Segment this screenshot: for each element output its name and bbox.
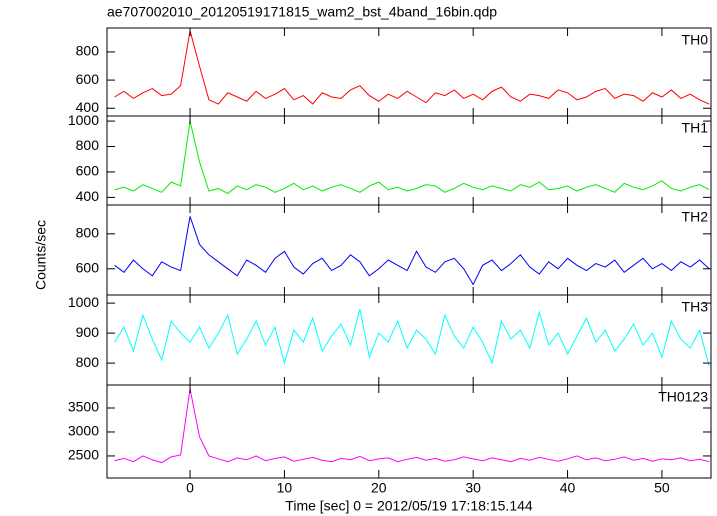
x-tick-label: 0	[186, 480, 194, 496]
y-tick-label: 600	[76, 163, 100, 179]
panel-frame	[106, 27, 712, 117]
y-tick-label: 400	[76, 99, 100, 115]
panel-label: TH2	[682, 209, 709, 225]
data-line	[114, 120, 710, 195]
y-tick-label: 1000	[68, 294, 99, 310]
panel-frame	[106, 384, 712, 479]
panel-label: TH0123	[658, 389, 708, 405]
y-tick-label: 800	[76, 137, 100, 153]
panel-frame	[106, 204, 712, 296]
y-tick-label: 400	[76, 188, 100, 204]
y-tick-label: 600	[76, 259, 100, 275]
x-tick-label: 30	[465, 480, 481, 496]
y-axis-label: Counts/sec	[33, 220, 49, 290]
y-tick-label: 600	[76, 71, 100, 87]
x-tick-label: 10	[277, 480, 293, 496]
y-tick-label: 800	[76, 354, 100, 370]
panel-label: TH3	[682, 299, 709, 315]
y-tick-label: 800	[76, 43, 100, 59]
x-tick-label: 50	[654, 480, 670, 496]
chart-title: ae707002010_20120519171815_wam2_bst_4ban…	[107, 4, 497, 20]
x-tick-label: 20	[371, 480, 387, 496]
y-tick-label: 800	[76, 225, 100, 241]
panel-label: TH1	[682, 120, 709, 136]
data-line	[114, 308, 710, 367]
data-line	[114, 388, 710, 464]
data-line	[114, 30, 710, 105]
panel-label: TH0	[682, 32, 709, 48]
y-tick-label: 900	[76, 324, 100, 340]
panel-frame	[106, 115, 712, 206]
y-tick-label: 1000	[68, 112, 99, 128]
y-tick-label: 3500	[68, 399, 99, 415]
y-tick-label: 2500	[68, 447, 99, 463]
x-tick-label: 40	[560, 480, 576, 496]
x-axis-label: Time [sec] 0 = 2012/05/19 17:18:15.144	[285, 498, 533, 514]
data-line	[114, 216, 710, 286]
y-tick-label: 3000	[68, 423, 99, 439]
panel-frame	[106, 294, 712, 386]
